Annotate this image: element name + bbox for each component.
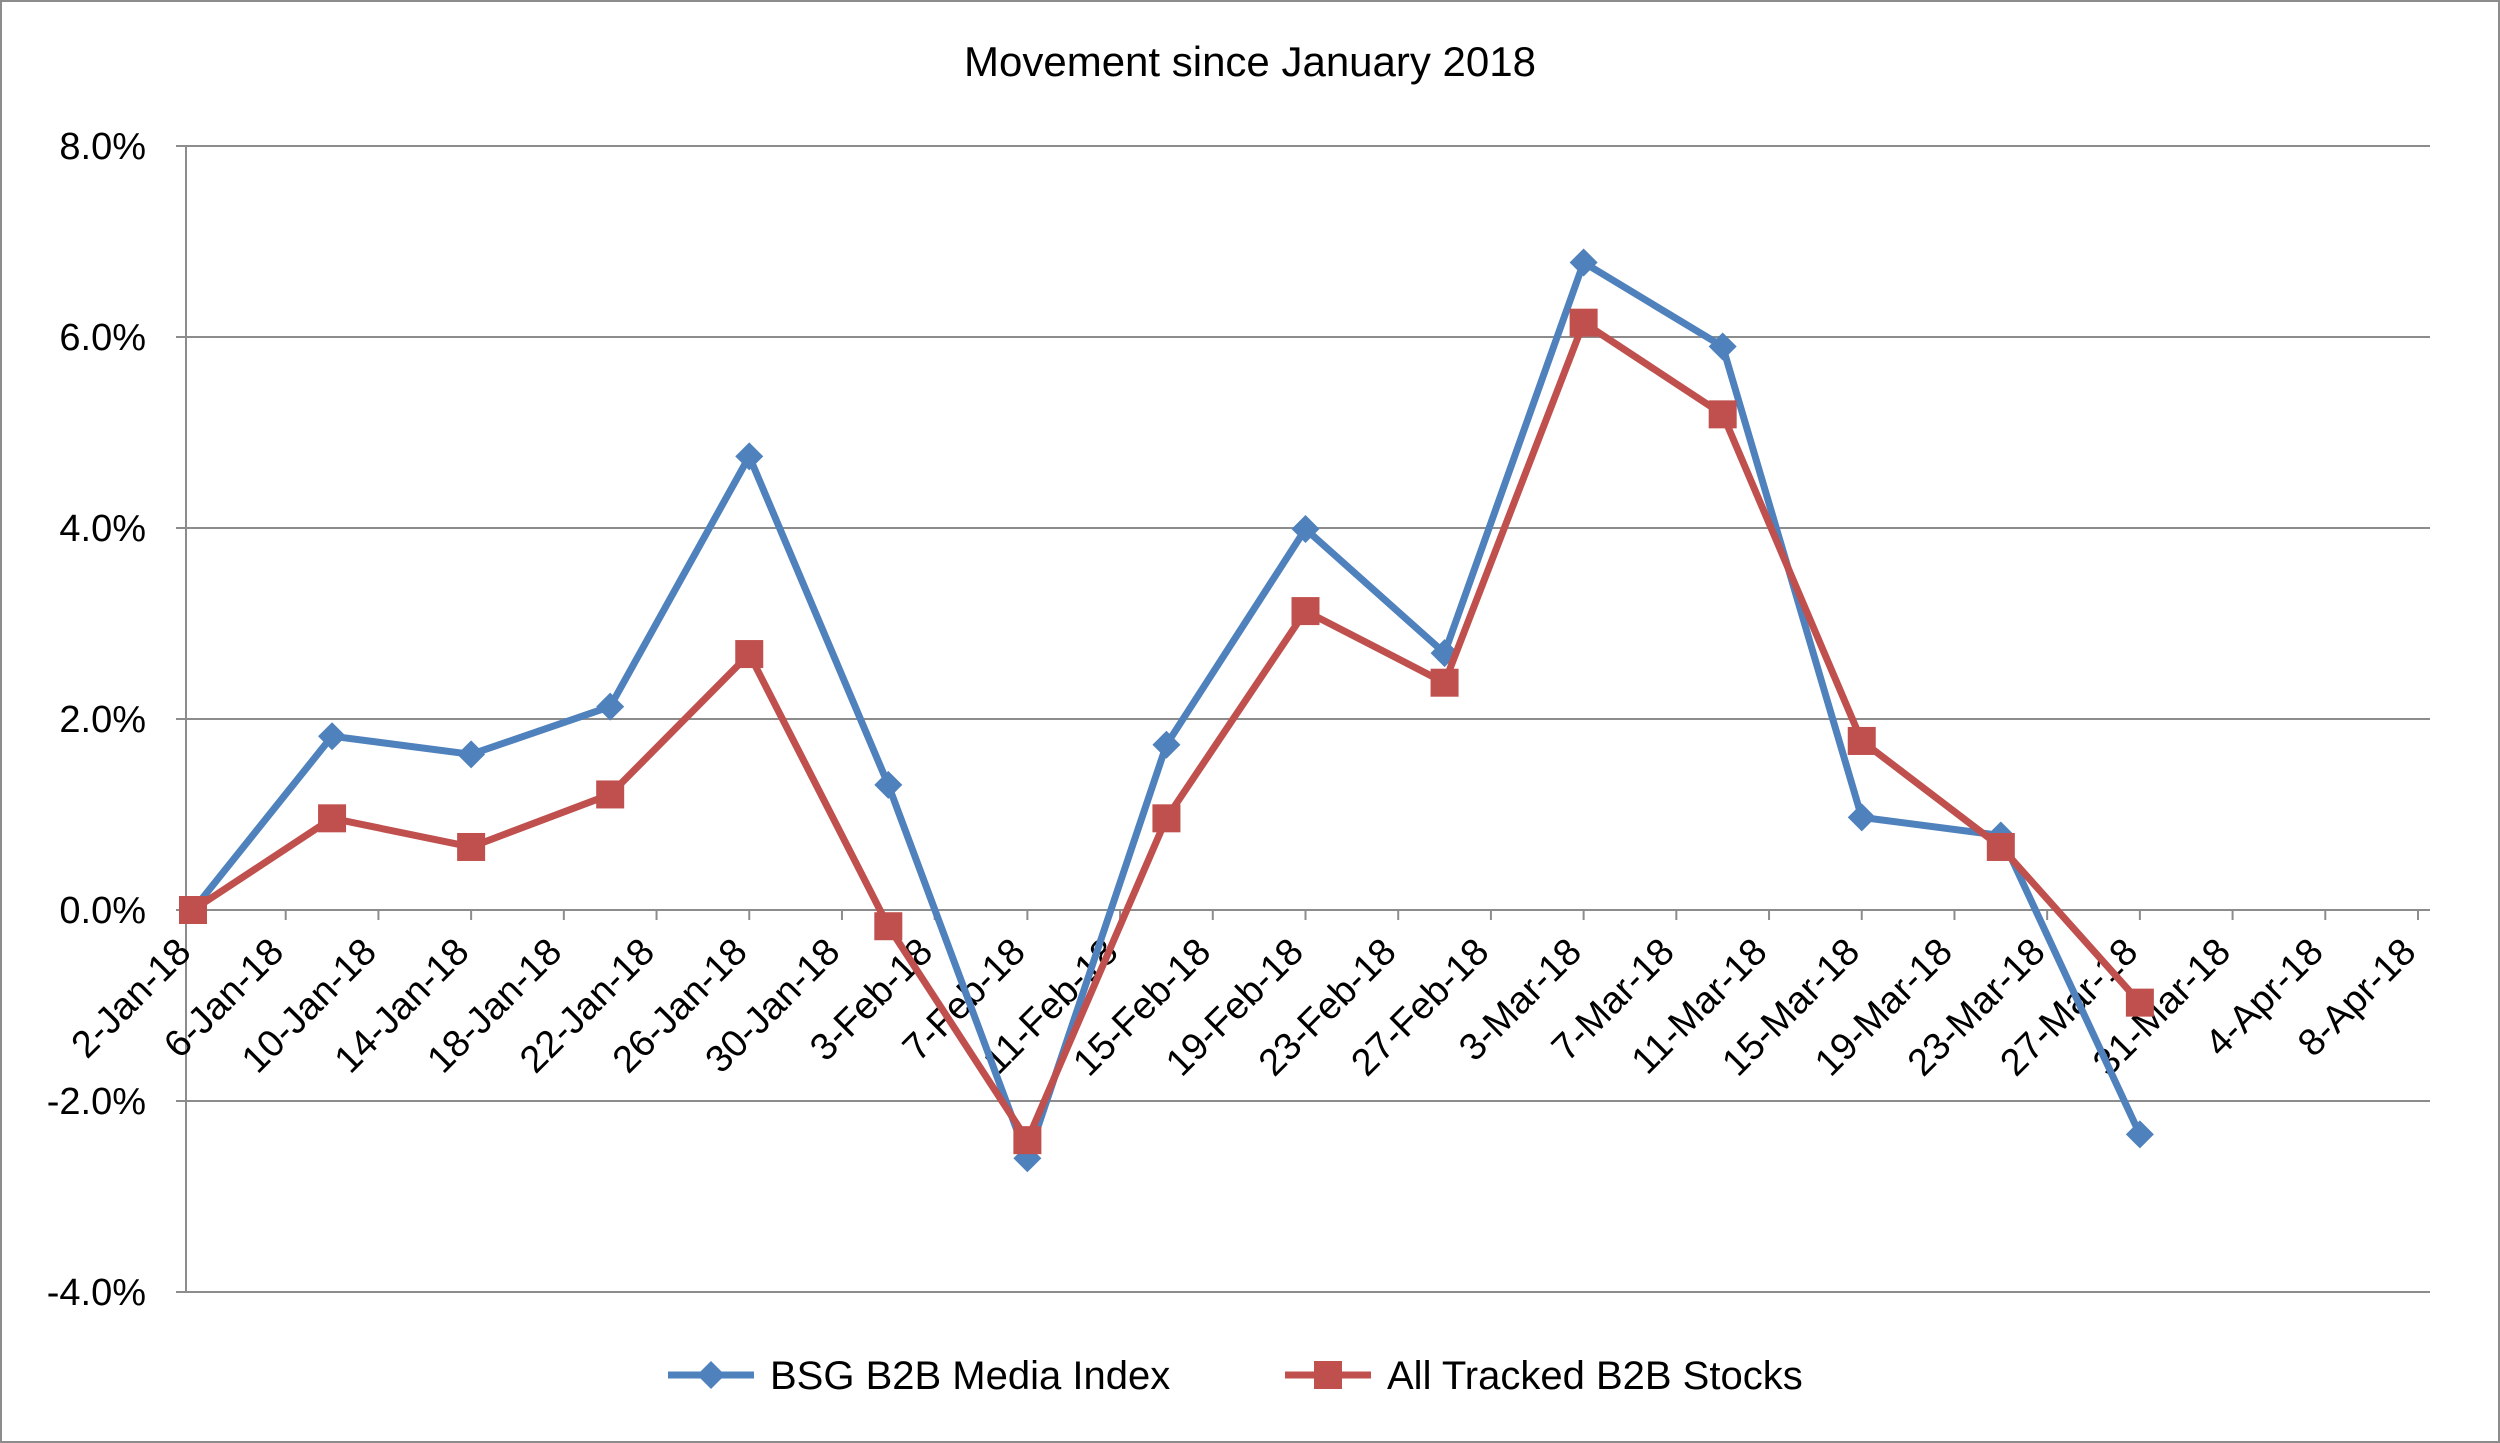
y-tick-label: 2.0%: [59, 699, 146, 741]
legend-label: All Tracked B2B Stocks: [1387, 1354, 1803, 1398]
data-point: [318, 804, 347, 833]
legend-marker: [1314, 1361, 1342, 1389]
data-point: [318, 722, 347, 751]
data-point: [1291, 597, 1320, 626]
data-point: [1569, 248, 1598, 277]
data-point: [1708, 400, 1737, 429]
data-point: [179, 896, 207, 924]
y-axis: -4.0% -2.0% 0.0% 2.0% 4.0% 6.0% 8.0%: [47, 126, 187, 1314]
y-tick-label: 8.0%: [59, 126, 146, 168]
legend-item: All Tracked B2B Stocks: [1285, 1354, 1803, 1398]
data-point: [596, 692, 625, 721]
data-point: [874, 912, 903, 941]
data-point: [1708, 332, 1737, 361]
y-tick-label: 0.0%: [59, 890, 146, 932]
data-point: [1152, 804, 1181, 833]
y-tick-label: 4.0%: [59, 508, 146, 550]
legend-item: BSG B2B Media Index: [668, 1354, 1170, 1398]
data-point: [1152, 730, 1181, 759]
y-tick-label: -4.0%: [47, 1272, 146, 1314]
data-point: [874, 770, 903, 799]
legend-marker: [697, 1361, 725, 1389]
data-point: [1986, 832, 2015, 861]
data-point: [457, 740, 486, 769]
data-point: [1847, 803, 1876, 832]
data-point: [1013, 1126, 1042, 1155]
series-2: [179, 308, 2154, 1155]
data-point: [457, 832, 486, 861]
chart-title: Movement since January 2018: [964, 38, 1536, 85]
legend: BSG B2B Media Index All Tracked B2B Stock…: [668, 1354, 1803, 1398]
data-point: [1569, 308, 1598, 337]
data-point: [2125, 988, 2154, 1017]
series-layer: [179, 248, 2154, 1173]
y-tick-label: 6.0%: [59, 317, 146, 359]
data-point: [735, 640, 764, 669]
data-point: [596, 780, 625, 809]
data-point: [1291, 514, 1320, 543]
data-point: [1847, 726, 1876, 755]
data-point: [1430, 668, 1459, 697]
data-point: [2125, 1120, 2154, 1149]
data-point: [735, 442, 764, 471]
gridlines: [186, 145, 2430, 1293]
y-tick-label: -2.0%: [47, 1081, 146, 1123]
legend-label: BSG B2B Media Index: [770, 1354, 1170, 1398]
